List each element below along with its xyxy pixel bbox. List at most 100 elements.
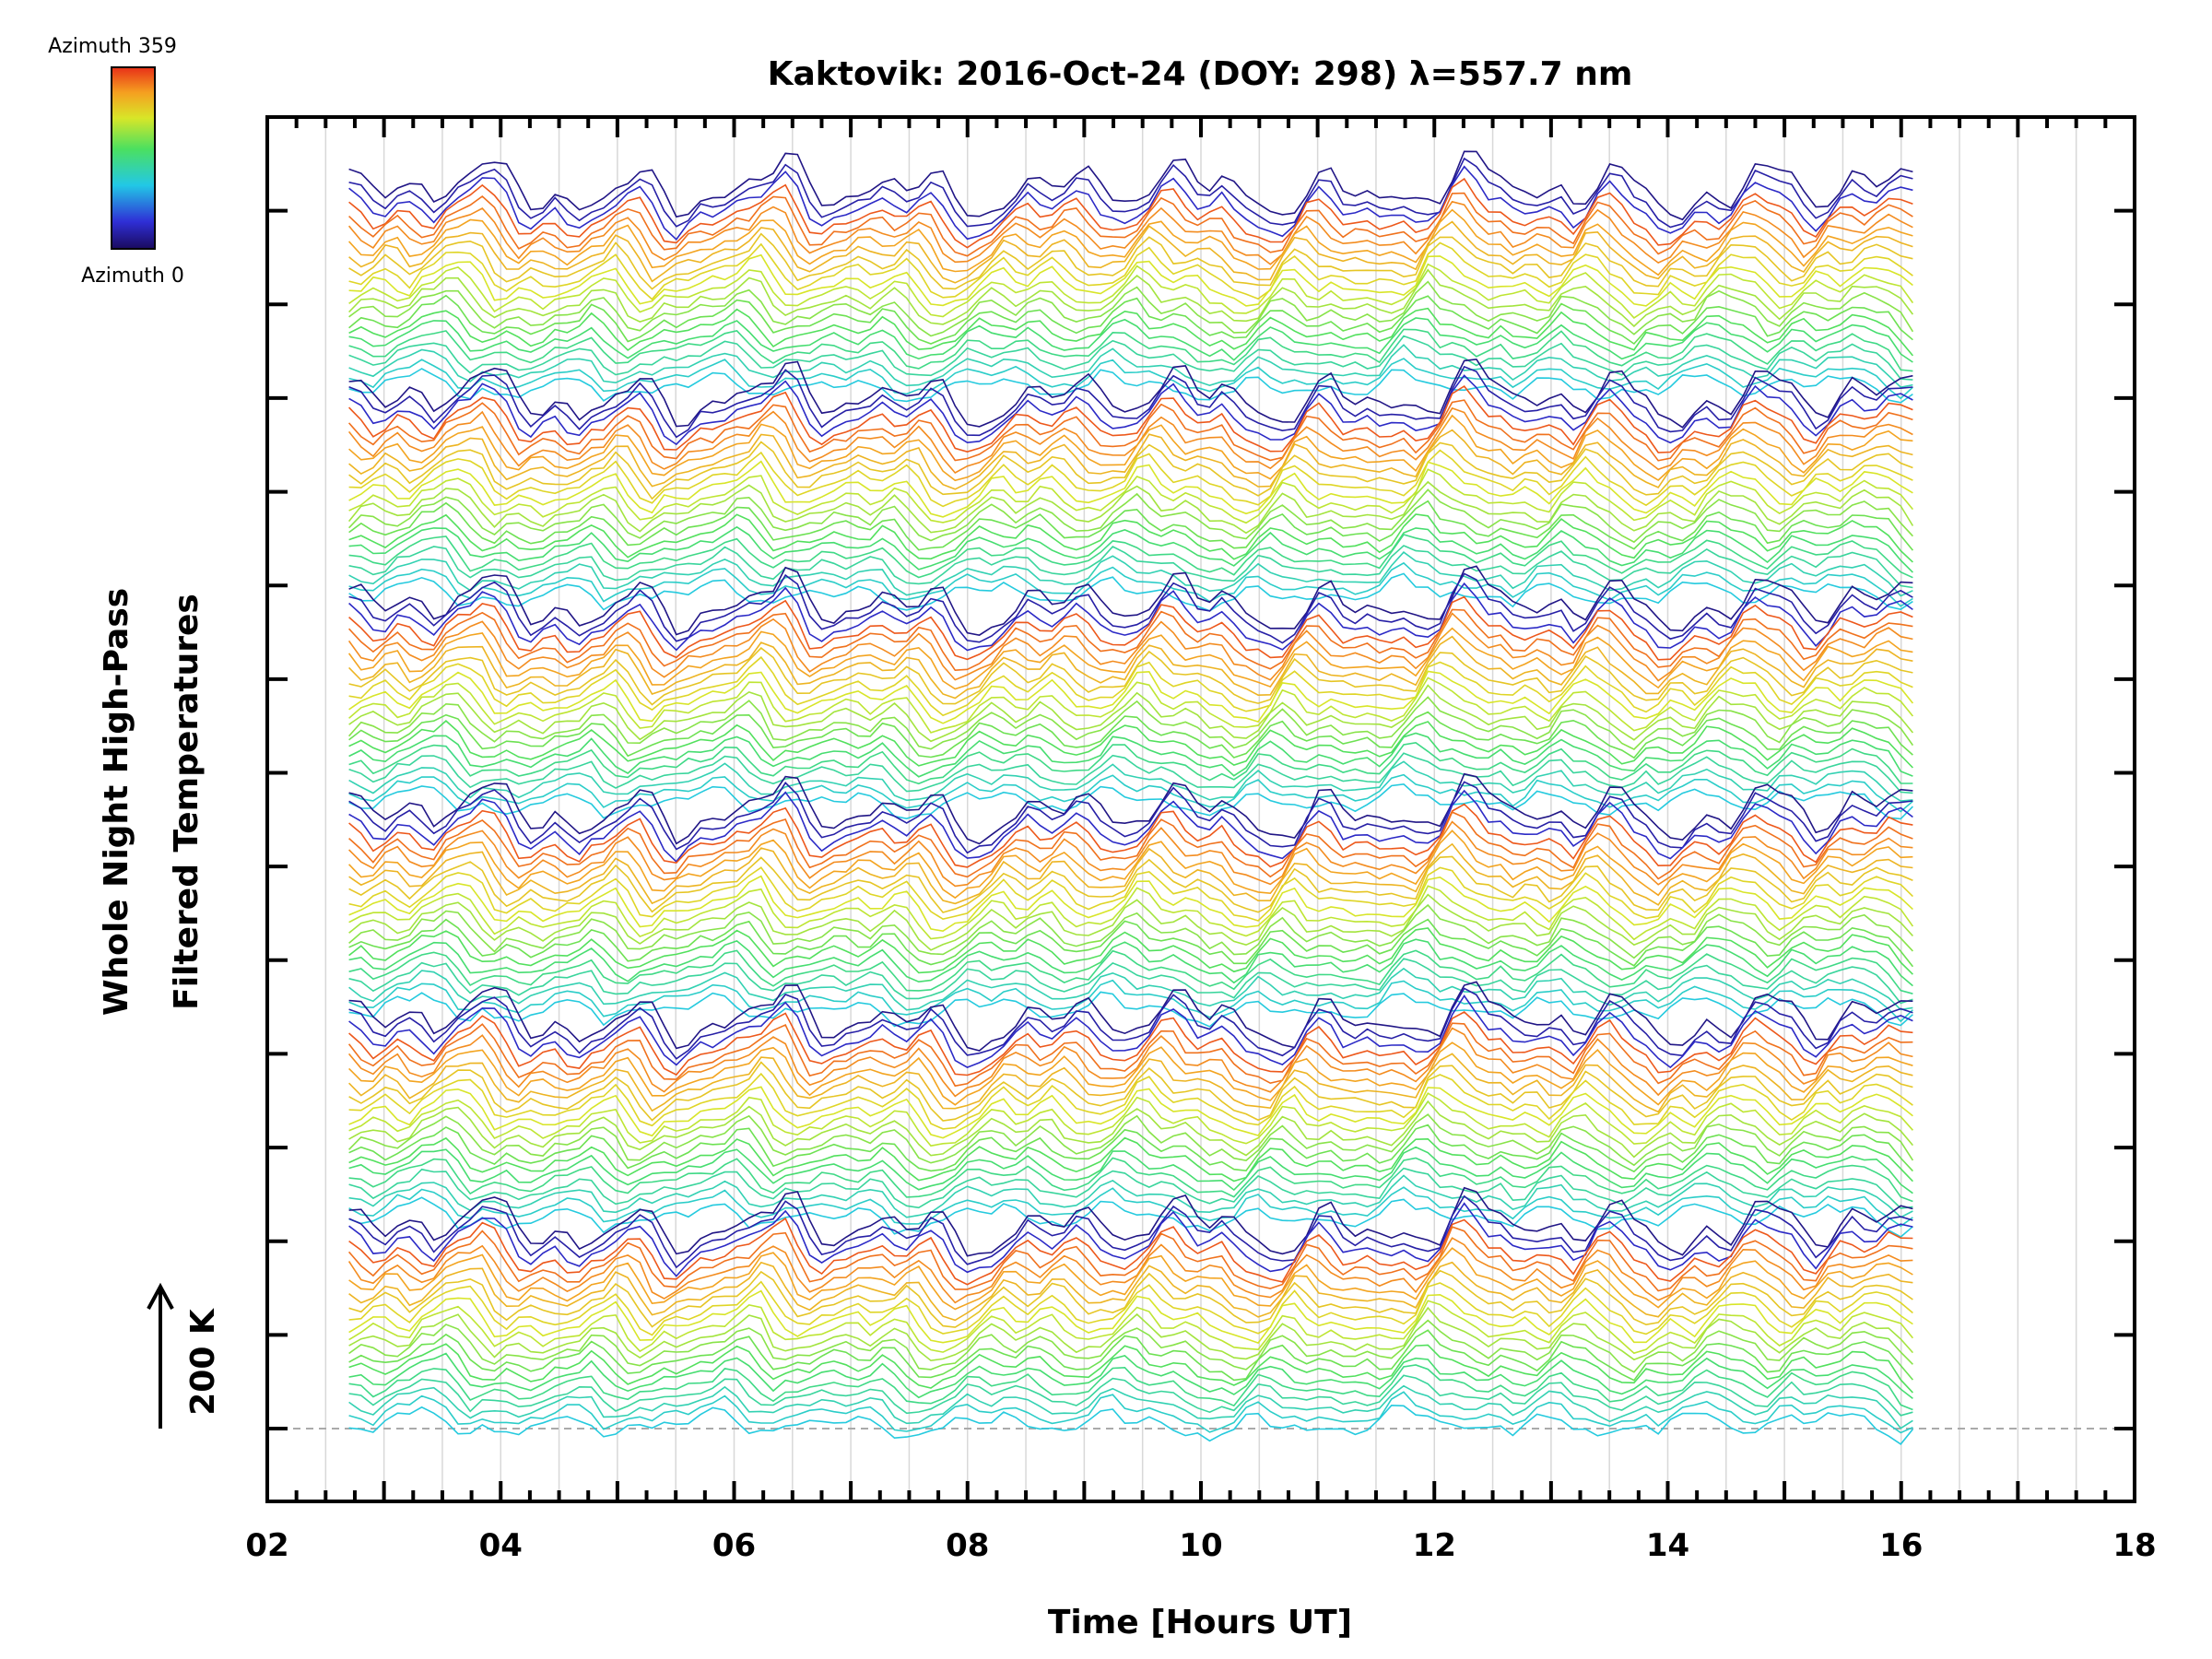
series-line bbox=[347, 627, 1913, 690]
series-line bbox=[348, 208, 1913, 276]
series-line bbox=[348, 789, 1913, 864]
series-line bbox=[348, 647, 1913, 706]
series-line bbox=[347, 1226, 1913, 1292]
series-line bbox=[348, 1092, 1913, 1147]
series-line bbox=[348, 582, 1913, 652]
series-line bbox=[348, 328, 1913, 372]
series-line bbox=[348, 177, 1913, 249]
series-line bbox=[348, 335, 1913, 381]
series-line bbox=[348, 773, 1913, 813]
series-line bbox=[348, 368, 1913, 404]
series-line bbox=[348, 1100, 1914, 1159]
series-line bbox=[348, 991, 1913, 1028]
series-line bbox=[348, 1247, 1913, 1311]
series-line bbox=[348, 842, 1913, 906]
series-line bbox=[348, 820, 1913, 888]
series-line bbox=[347, 1022, 1913, 1088]
series-line bbox=[348, 1113, 1914, 1167]
series-line bbox=[347, 1237, 1913, 1304]
series-line bbox=[348, 1364, 1913, 1411]
colorbar-top-label: Azimuth 359 bbox=[48, 35, 177, 58]
series-line bbox=[348, 760, 1913, 802]
series-line bbox=[348, 1041, 1913, 1106]
series-line bbox=[348, 830, 1913, 900]
series-line bbox=[348, 595, 1913, 661]
series-line bbox=[348, 903, 1913, 959]
series-line bbox=[348, 365, 1913, 439]
series-line bbox=[348, 384, 1913, 453]
series-line bbox=[348, 677, 1914, 734]
series-line bbox=[348, 165, 1913, 241]
series-line bbox=[348, 1146, 1913, 1194]
series-line bbox=[348, 875, 1913, 933]
chart-title: Kaktovik: 2016-Oct-24 (DOY: 298) λ=557.7… bbox=[768, 55, 1633, 93]
series-line bbox=[348, 232, 1913, 290]
colorbar-gradient bbox=[111, 66, 156, 250]
x-tick-label: 18 bbox=[2112, 1527, 2156, 1564]
series-line bbox=[348, 987, 1913, 1060]
series-line bbox=[348, 1269, 1913, 1328]
series-line bbox=[348, 1217, 1913, 1286]
data-series bbox=[347, 150, 1914, 1445]
series-line bbox=[348, 927, 1913, 975]
series-line bbox=[348, 811, 1913, 880]
series-line bbox=[348, 893, 1913, 951]
x-tick-label: 12 bbox=[1413, 1527, 1456, 1564]
series-line bbox=[348, 545, 1913, 589]
y-axis-title-line2: Filtered Temperatures bbox=[168, 594, 206, 1010]
grid-lines bbox=[324, 117, 2077, 1501]
series-line bbox=[348, 1196, 1913, 1238]
series-line bbox=[348, 1136, 1913, 1182]
series-line bbox=[348, 572, 1913, 644]
series-line bbox=[348, 732, 1913, 778]
series-line bbox=[348, 752, 1913, 794]
x-tick-label: 16 bbox=[1879, 1527, 1923, 1564]
series-line bbox=[348, 534, 1913, 579]
series-line bbox=[347, 696, 1914, 750]
series-line bbox=[348, 441, 1913, 500]
series-line bbox=[348, 1329, 1914, 1382]
series-line bbox=[348, 981, 1913, 1052]
scale-arrowhead-icon bbox=[147, 1282, 174, 1310]
series-line bbox=[347, 200, 1913, 265]
series-line bbox=[348, 500, 1914, 551]
colorbar: Azimuth 359 Azimuth 0 bbox=[48, 35, 184, 288]
series-line bbox=[348, 938, 1913, 987]
series-line bbox=[348, 344, 1913, 388]
series-line bbox=[348, 268, 1914, 328]
series-line bbox=[348, 1306, 1913, 1362]
series-line bbox=[348, 513, 1913, 563]
series-line bbox=[348, 635, 1913, 700]
series-line bbox=[348, 1384, 1913, 1430]
series-line bbox=[348, 782, 1913, 820]
series-line bbox=[348, 781, 1913, 854]
series-line bbox=[348, 253, 1913, 307]
series-line bbox=[348, 358, 1913, 429]
series-line bbox=[348, 488, 1913, 544]
series-line bbox=[348, 655, 1913, 717]
series-line bbox=[348, 1391, 1913, 1434]
series-line bbox=[348, 1319, 1913, 1373]
series-line bbox=[348, 1261, 1913, 1322]
series-line bbox=[348, 150, 1913, 221]
series-line bbox=[348, 684, 1914, 743]
series-line bbox=[348, 525, 1913, 573]
series-line bbox=[348, 1086, 1913, 1139]
series-line bbox=[348, 572, 1913, 612]
series-line bbox=[348, 294, 1913, 346]
series-line bbox=[348, 1280, 1913, 1336]
series-line bbox=[348, 280, 1914, 337]
y-axis-title-line1: Whole Night High-Pass bbox=[98, 588, 135, 1016]
series-line bbox=[348, 711, 1913, 759]
series-line bbox=[348, 1300, 1914, 1355]
series-line bbox=[348, 1053, 1913, 1113]
x-tick-label: 14 bbox=[1646, 1527, 1689, 1564]
series-line bbox=[347, 406, 1913, 475]
series-line bbox=[348, 399, 1913, 462]
x-axis-title: Time [Hours UT] bbox=[1048, 1604, 1352, 1641]
colorbar-bottom-label: Azimuth 0 bbox=[81, 265, 184, 288]
series-line bbox=[348, 1124, 1913, 1173]
scale-label: 200 K bbox=[184, 1308, 222, 1416]
series-line bbox=[348, 803, 1913, 868]
